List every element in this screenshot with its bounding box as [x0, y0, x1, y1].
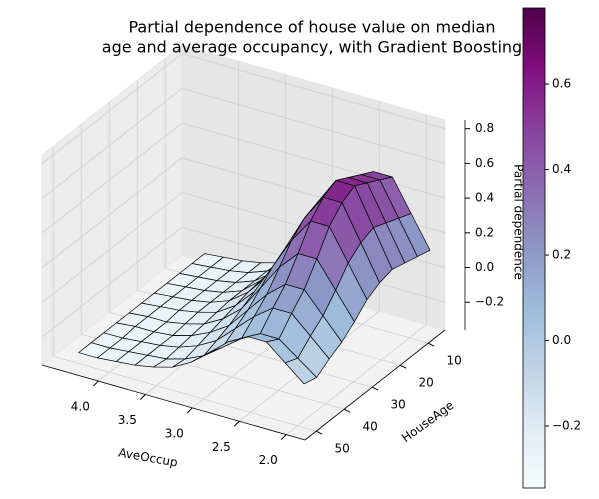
grid-line [53, 355, 317, 432]
x-tick-label: 4.0 [71, 400, 90, 414]
grid-line [41, 53, 183, 164]
colorbar-tick-label: 0.6 [552, 77, 571, 91]
chart-title: age and average occupancy, with Gradient… [102, 38, 522, 57]
colorbar-tick-label: 0.0 [552, 333, 571, 347]
colorbar-scale [522, 7, 546, 489]
grid-line [41, 157, 183, 269]
grid-line [41, 88, 183, 199]
surface [78, 171, 431, 385]
grid-line [181, 88, 446, 164]
x-tick [139, 394, 146, 400]
colorbar-tick-label: 0.4 [552, 162, 571, 176]
y-tick-label: 30 [391, 398, 406, 412]
y-axis-line [304, 329, 446, 441]
z-tick-label: −0.2 [475, 295, 504, 309]
colorbar-tick-label: 0.2 [552, 248, 571, 262]
x-tick [186, 407, 193, 414]
z-axis-label: Partial dependence [512, 164, 526, 280]
colorbar-tick-label: −0.2 [552, 419, 581, 433]
x-tick-label: 2.5 [212, 440, 231, 454]
grid-line [41, 192, 183, 303]
y-tick-label: 40 [363, 420, 378, 434]
grid-line [41, 122, 183, 234]
x-tick [233, 420, 240, 427]
grid-line [41, 226, 183, 338]
y-tick [343, 408, 351, 413]
axes: 2.0 2.5 3.0 3.5 4.0 10 20 30 40 50 −0.2 0.0 0.2 0.4 0.… [41, 120, 504, 467]
z-tick-label: 0.4 [475, 191, 494, 205]
x-tick [93, 380, 99, 387]
z-tick-label: 0.0 [475, 260, 494, 274]
grid-line [181, 53, 446, 130]
grid-line [181, 122, 446, 199]
surface-patch [284, 357, 317, 385]
y-tick [427, 342, 435, 347]
z-tick-label: 0.6 [475, 156, 494, 170]
y-axis-label: HouseAge [399, 398, 456, 445]
x-tick [280, 434, 287, 440]
y-tick-label: 10 [447, 354, 462, 368]
x-tick-label: 3.0 [165, 426, 184, 440]
y-tick-label: 50 [335, 442, 350, 456]
x-axis-line [41, 364, 306, 441]
y-tick [315, 430, 323, 435]
z-tick-label: 0.8 [475, 121, 494, 135]
y-tick [399, 364, 407, 369]
x-axis-label: AveOccup [117, 445, 178, 469]
z-tick-label: 0.2 [475, 225, 494, 239]
colorbar: −0.2 0.0 0.2 0.4 0.6 [522, 7, 581, 489]
y-tick-label: 20 [419, 376, 434, 390]
x-tick-label: 3.5 [118, 413, 137, 427]
grid-line [285, 324, 427, 435]
chart-title: Partial dependence of house value on med… [129, 18, 496, 37]
y-tick [371, 386, 379, 391]
x-tick-label: 2.0 [259, 453, 278, 467]
